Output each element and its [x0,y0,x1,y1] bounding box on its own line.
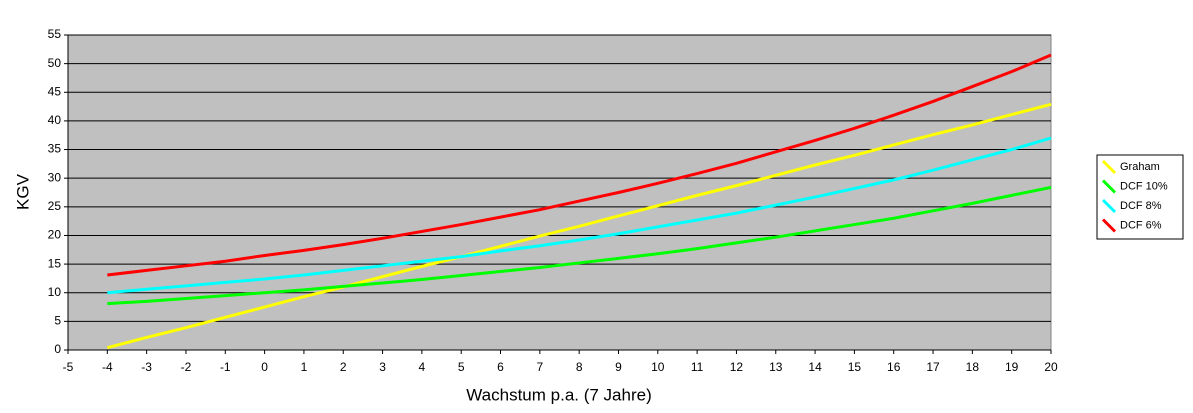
x-tick-label: 8 [576,360,583,374]
x-tick-label: -4 [102,360,113,374]
x-tick-label: 4 [419,360,426,374]
series-line [107,185,1052,306]
y-tick-label: 10 [48,285,62,299]
y-tick-label: 25 [48,199,62,213]
plot-area [67,34,1052,351]
y-tick-label: 50 [48,56,62,70]
y-tick-label: 30 [48,170,62,184]
legend-label: DCF 6% [1120,219,1162,231]
x-tick-label: 15 [848,360,862,374]
x-tick-label: 14 [808,360,822,374]
legend-label: Graham [1120,161,1160,173]
y-tick-label: 15 [48,256,62,270]
x-axis-title: Wachstum p.a. (7 Jahre) [466,385,652,404]
x-tick-label: 20 [1044,360,1058,374]
legend-label: DCF 8% [1120,200,1162,212]
y-tick-label: 55 [48,27,62,41]
x-tick-label: 0 [261,360,268,374]
x-tick-label: 3 [379,360,386,374]
x-tick-label: 18 [966,360,980,374]
legend-swatch [1101,198,1117,214]
y-tick-label: 5 [54,314,61,328]
x-tick-label: 7 [536,360,543,374]
x-tick-label: 16 [887,360,901,374]
y-tick-label: 35 [48,142,62,156]
legend-swatch [1101,218,1117,233]
x-tick-label: 6 [497,360,504,374]
y-tick-label: 20 [48,228,62,242]
x-tick-label: 5 [458,360,465,374]
x-tick-label: 19 [1005,360,1019,374]
x-tick-label: 12 [730,360,744,374]
x-tick-label: 17 [926,360,940,374]
series-line [107,136,1052,295]
x-tick-label: 13 [769,360,783,374]
y-tick-label: 45 [48,84,62,98]
x-tick-label: 11 [691,360,704,374]
y-tick-label: 0 [54,342,61,356]
x-tick-label: 10 [651,360,665,374]
legend-swatch [1101,179,1117,194]
series-line [107,53,1052,277]
y-axis-title: KGV [13,173,32,210]
legend-label: DCF 10% [1120,180,1168,192]
x-tick-label: 9 [615,360,622,374]
x-tick-label: 1 [301,360,308,374]
x-tick-label: 2 [340,360,347,374]
x-tick-label: -5 [63,360,74,374]
series-line [106,102,1052,350]
y-tick-label: 40 [48,113,62,127]
legend-swatch [1101,159,1117,175]
x-tick-label: -1 [220,360,231,374]
x-tick-label: -2 [181,360,192,374]
x-tick-label: -3 [141,360,152,374]
